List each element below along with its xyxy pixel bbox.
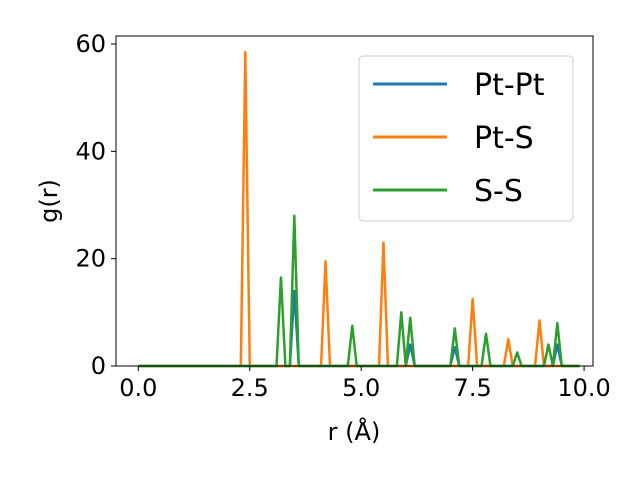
x-tick-label: 2.5 [231, 374, 269, 402]
x-axis: 0.0 2.5 5.0 7.5 10.0 [119, 366, 611, 402]
y-axis-label: g(r) [35, 179, 63, 223]
plot-frame [115, 35, 594, 367]
x-axis-label: r (Å) [328, 417, 381, 446]
legend-frame [358, 55, 574, 222]
x-tick-label: 10.0 [557, 374, 610, 402]
y-tick-label: 40 [75, 137, 106, 165]
legend-label-pt-pt: Pt-Pt [474, 68, 545, 103]
series-line-s-s [138, 214, 580, 368]
y-tick-label: 20 [75, 245, 106, 273]
legend-label-s-s: S-S [474, 174, 523, 209]
series-line-pt-pt [138, 289, 580, 368]
legend: Pt-Pt Pt-S S-S [358, 55, 574, 222]
legend-items: Pt-Pt Pt-S S-S [373, 68, 545, 209]
y-tick-label: 60 [75, 30, 106, 58]
x-tick-label: 7.5 [454, 374, 492, 402]
y-tick-label: 0 [91, 352, 106, 380]
legend-label-pt-s: Pt-S [474, 121, 534, 156]
x-tick-label: 0.0 [119, 374, 157, 402]
x-tick-label: 5.0 [342, 374, 380, 402]
y-axis: 0 20 40 60 [75, 30, 116, 380]
